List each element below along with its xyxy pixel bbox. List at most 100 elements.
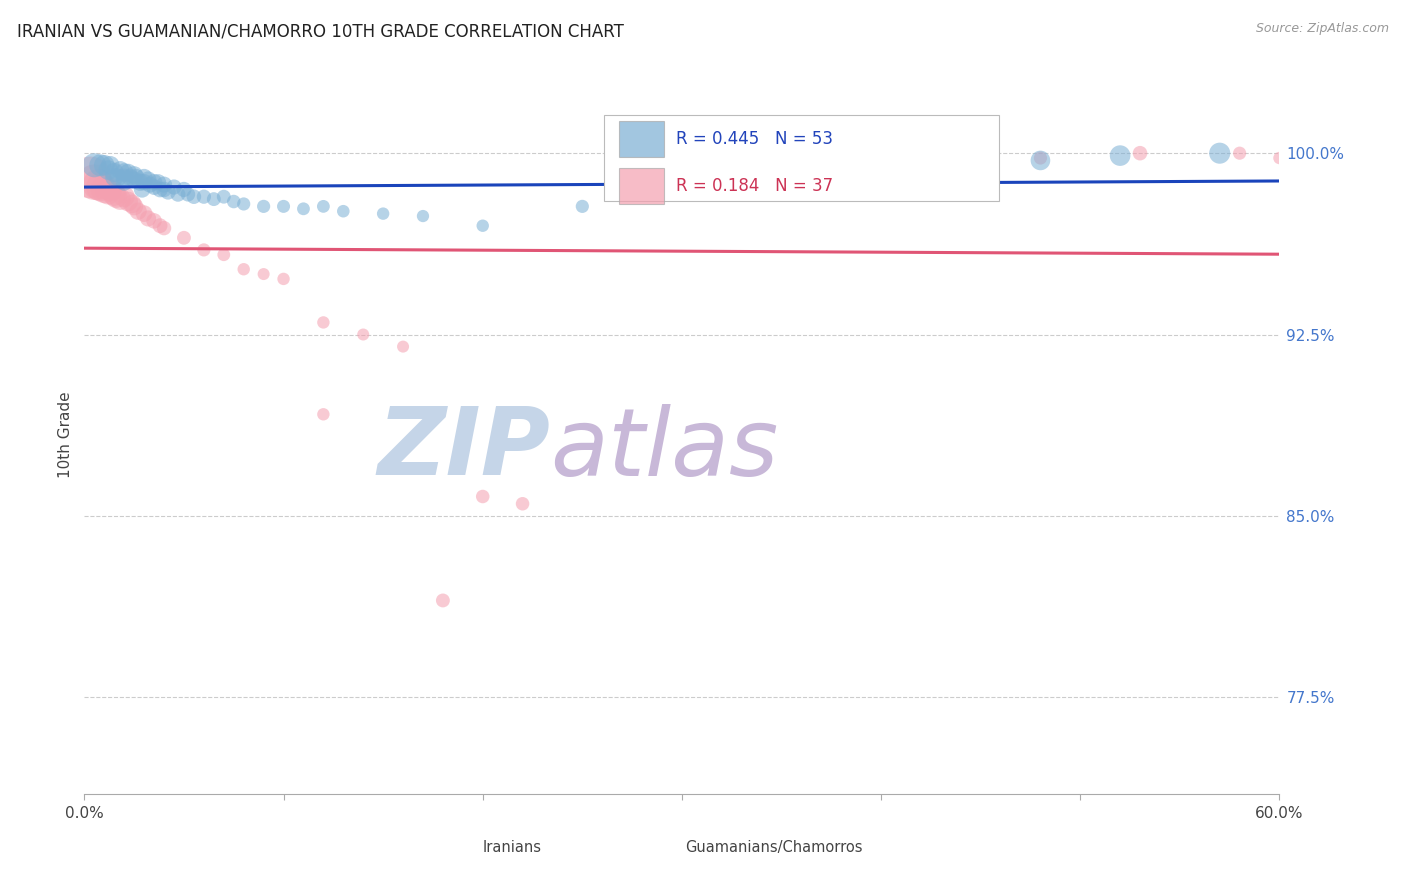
Point xyxy=(131,182,153,196)
Text: ZIP: ZIP xyxy=(378,403,551,495)
Point xyxy=(332,204,354,219)
Point xyxy=(1029,151,1052,165)
Point xyxy=(105,190,128,204)
Point xyxy=(232,197,254,211)
Point xyxy=(432,593,454,607)
Point xyxy=(110,163,132,178)
Point xyxy=(112,165,135,179)
Point xyxy=(163,180,186,194)
Text: Guamanians/Chamorros: Guamanians/Chamorros xyxy=(686,839,863,855)
Point xyxy=(125,170,148,185)
Point xyxy=(93,182,115,196)
Text: Iranians: Iranians xyxy=(482,839,541,855)
Point xyxy=(193,243,215,257)
Point xyxy=(120,170,142,185)
Bar xyxy=(425,836,475,858)
Point xyxy=(129,175,152,189)
Point xyxy=(103,165,125,179)
Point xyxy=(98,182,121,196)
Point xyxy=(177,187,200,202)
Bar xyxy=(619,121,664,157)
Point xyxy=(232,262,254,277)
Point xyxy=(1229,146,1251,161)
Point xyxy=(89,180,111,194)
Point xyxy=(87,178,110,192)
Point xyxy=(471,219,494,233)
Point xyxy=(132,170,156,185)
Point xyxy=(153,182,176,196)
Bar xyxy=(628,836,678,858)
Point xyxy=(512,497,534,511)
Point xyxy=(222,194,245,209)
Point xyxy=(1029,153,1052,168)
Point xyxy=(112,190,135,204)
Point xyxy=(149,182,172,196)
Point xyxy=(122,173,145,187)
Point xyxy=(83,158,105,172)
Point xyxy=(212,248,235,262)
Point xyxy=(412,209,434,223)
Point xyxy=(93,158,115,172)
Bar xyxy=(619,168,664,203)
Point xyxy=(107,170,129,185)
Point xyxy=(136,211,159,226)
Point xyxy=(121,197,143,211)
Point xyxy=(122,168,145,182)
Point xyxy=(83,175,105,189)
Text: atlas: atlas xyxy=(551,404,779,495)
Point xyxy=(112,170,135,185)
Point xyxy=(571,199,593,213)
Point xyxy=(167,187,190,202)
Point xyxy=(183,190,205,204)
Point xyxy=(392,340,415,354)
Point xyxy=(143,175,166,189)
Point xyxy=(193,190,215,204)
Point xyxy=(103,187,125,202)
Point xyxy=(97,163,120,178)
Point xyxy=(146,175,169,189)
Point xyxy=(173,231,195,245)
Point xyxy=(253,267,276,281)
Point xyxy=(139,178,162,192)
Point xyxy=(273,199,295,213)
Point xyxy=(143,214,166,228)
FancyBboxPatch shape xyxy=(605,115,998,202)
Point xyxy=(127,204,149,219)
Point xyxy=(312,199,335,213)
Point xyxy=(312,315,335,329)
Point xyxy=(173,182,195,196)
Text: Source: ZipAtlas.com: Source: ZipAtlas.com xyxy=(1256,22,1389,36)
Text: R = 0.445   N = 53: R = 0.445 N = 53 xyxy=(676,130,832,148)
Point xyxy=(253,199,276,213)
Text: R = 0.184   N = 37: R = 0.184 N = 37 xyxy=(676,177,834,194)
Point xyxy=(98,158,121,172)
Point xyxy=(212,190,235,204)
Point xyxy=(143,180,166,194)
Point xyxy=(153,221,176,235)
Point xyxy=(273,272,295,286)
Point xyxy=(153,178,176,192)
Point xyxy=(132,206,156,220)
Point xyxy=(122,199,145,213)
Point xyxy=(103,170,125,185)
Point xyxy=(312,407,335,421)
Point xyxy=(471,490,494,504)
Point xyxy=(292,202,315,216)
Point xyxy=(79,170,101,185)
Point xyxy=(110,192,132,206)
Point xyxy=(1129,146,1152,161)
Point xyxy=(117,194,139,209)
Text: IRANIAN VS GUAMANIAN/CHAMORRO 10TH GRADE CORRELATION CHART: IRANIAN VS GUAMANIAN/CHAMORRO 10TH GRADE… xyxy=(17,22,624,40)
Point xyxy=(1209,146,1232,161)
Point xyxy=(202,192,225,206)
Point xyxy=(112,175,135,189)
Point xyxy=(157,185,180,199)
Point xyxy=(89,158,111,172)
Point xyxy=(97,185,120,199)
Point xyxy=(1268,151,1291,165)
Point xyxy=(132,175,156,189)
Y-axis label: 10th Grade: 10th Grade xyxy=(58,392,73,478)
Point xyxy=(149,219,172,233)
Point xyxy=(117,165,139,179)
Point xyxy=(373,206,395,220)
